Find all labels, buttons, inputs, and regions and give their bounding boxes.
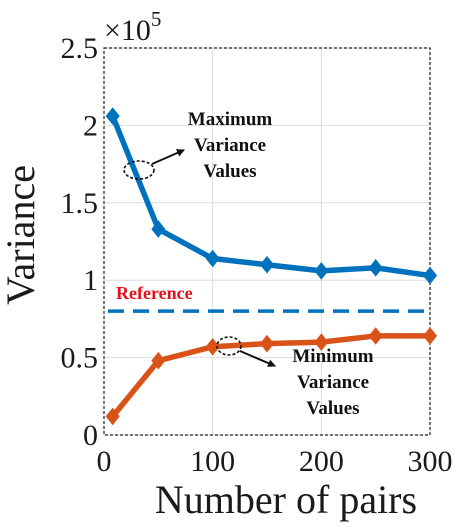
series-1-point (368, 259, 383, 277)
annotation-1-line: Maximum (188, 109, 273, 130)
series-2-point (105, 407, 120, 426)
y-tick-label: 2.5 (61, 32, 99, 65)
annotation-2-line: Minimum (292, 346, 373, 367)
y-multiplier-base: ×10 (104, 14, 151, 47)
x-tick-label: 100 (190, 445, 235, 478)
series-2-point (368, 327, 383, 345)
annotation-2-ellipse (216, 336, 242, 356)
y-axis-ticks: 0 0.5 1 1.5 2 2.5 (61, 32, 99, 452)
y-multiplier-exponent: 5 (151, 7, 162, 31)
series-1-point (314, 262, 329, 280)
annotation-group: Maximum Variance Values Minimum Variance Valu… (123, 109, 374, 419)
series-1-point (259, 255, 275, 274)
x-tick-label: 300 (408, 445, 453, 478)
series-1-point (105, 107, 120, 125)
y-tick-label: 0.5 (61, 342, 99, 375)
annotation-2-arrow (239, 350, 276, 367)
annotation-1-line: Variance (194, 135, 266, 156)
annotation-2-line: Values (306, 398, 359, 419)
series-2-point (422, 327, 438, 345)
x-axis-ticks: 0 100 200 300 (97, 445, 453, 478)
series-2-point (151, 351, 166, 370)
y-tick-label: 2 (83, 109, 98, 142)
x-axis-label: Number of pairs (155, 477, 417, 522)
y-axis-label: Variance (0, 165, 43, 305)
series-group (105, 107, 438, 426)
series-1-point (205, 249, 220, 268)
annotation-1-arrow (151, 149, 185, 165)
annotation-2-line: Variance (297, 372, 369, 393)
x-tick-label: 200 (299, 445, 344, 478)
plot-frame (103, 47, 431, 436)
series-2-point (259, 334, 275, 353)
y-axis-multiplier: ×105 (104, 7, 161, 47)
y-tick-label: 0 (83, 419, 98, 452)
y-tick-label: 1.5 (61, 187, 99, 220)
series-2-point (205, 337, 220, 356)
x-tick-label: 0 (97, 445, 112, 478)
series-1-point (151, 220, 166, 238)
series-2-point (314, 333, 329, 351)
reference-label: Reference (116, 283, 193, 303)
annotation-1-ellipse (123, 160, 155, 180)
y-tick-label: 1 (83, 264, 98, 297)
series-1-point (422, 266, 438, 285)
reference-group: Reference (108, 283, 428, 313)
annotation-1-line: Values (203, 161, 256, 182)
